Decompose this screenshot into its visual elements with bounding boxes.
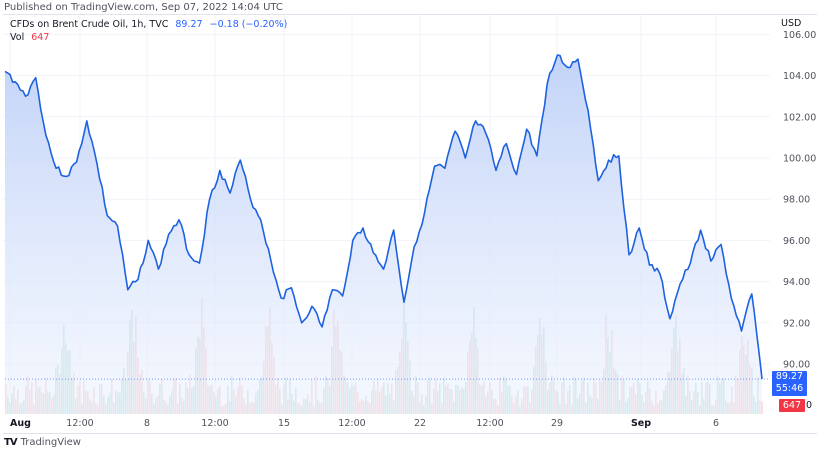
price-axis: 106.00 104.00 102.00 100.00 98.00 96.00 94.00 9… [783,30,816,371]
time-tick: Sep [631,418,651,429]
legend-price: 89.27 [175,19,203,30]
price-tick: 106.00 [783,30,816,41]
chart-frame [3,14,817,434]
tradingview-logo-icon: TV [4,437,18,448]
volume-axis-clip: 0 [806,400,813,411]
time-tick: 8 [144,418,150,429]
currency-label: USD [781,18,802,29]
price-tick: 94.00 [783,277,810,288]
time-tick: 12:00 [476,418,503,429]
symbol-label: CFDs on Brent Crude Oil, 1h, TVC [10,19,169,30]
time-tick: 12:00 [66,418,93,429]
time-axis: Aug 12:00 8 12:00 15 12:00 22 12:00 29 Sep 6 [10,418,719,429]
price-tick: 104.00 [783,71,816,82]
time-tick: 29 [551,418,563,429]
time-tick: 12:00 [338,418,365,429]
published-caption: Published on TradingView.com, Sep 07, 20… [4,2,283,13]
brand-name: TradingView [20,437,81,448]
last-volume-badge: 647 [779,399,805,412]
time-tick: 6 [713,418,719,429]
last-price-value: 89.27 [775,371,804,382]
price-tick: 90.00 [783,360,810,371]
time-tick: 15 [278,418,290,429]
chart-legend: CFDs on Brent Crude Oil, 1h, TVC 89.27 −… [10,18,287,44]
volume-value: 647 [31,32,50,43]
price-tick: 98.00 [783,195,810,206]
legend-change: −0.18 (−0.20%) [209,19,288,30]
price-line [4,54,763,380]
volume-label: Vol [10,32,25,43]
tradingview-brand[interactable]: TV TradingView [4,437,81,448]
time-tick: 22 [414,418,426,429]
price-tick: 92.00 [783,318,810,329]
price-tick: 102.00 [783,112,816,123]
bar-countdown: 55:46 [775,383,804,394]
price-tick: 96.00 [783,236,810,247]
time-tick: 12:00 [201,418,228,429]
price-tick: 100.00 [783,154,816,165]
time-tick: Aug [10,418,31,429]
price-area-fill [5,55,762,414]
last-price-badge: 89.27 55:46 [772,371,807,396]
